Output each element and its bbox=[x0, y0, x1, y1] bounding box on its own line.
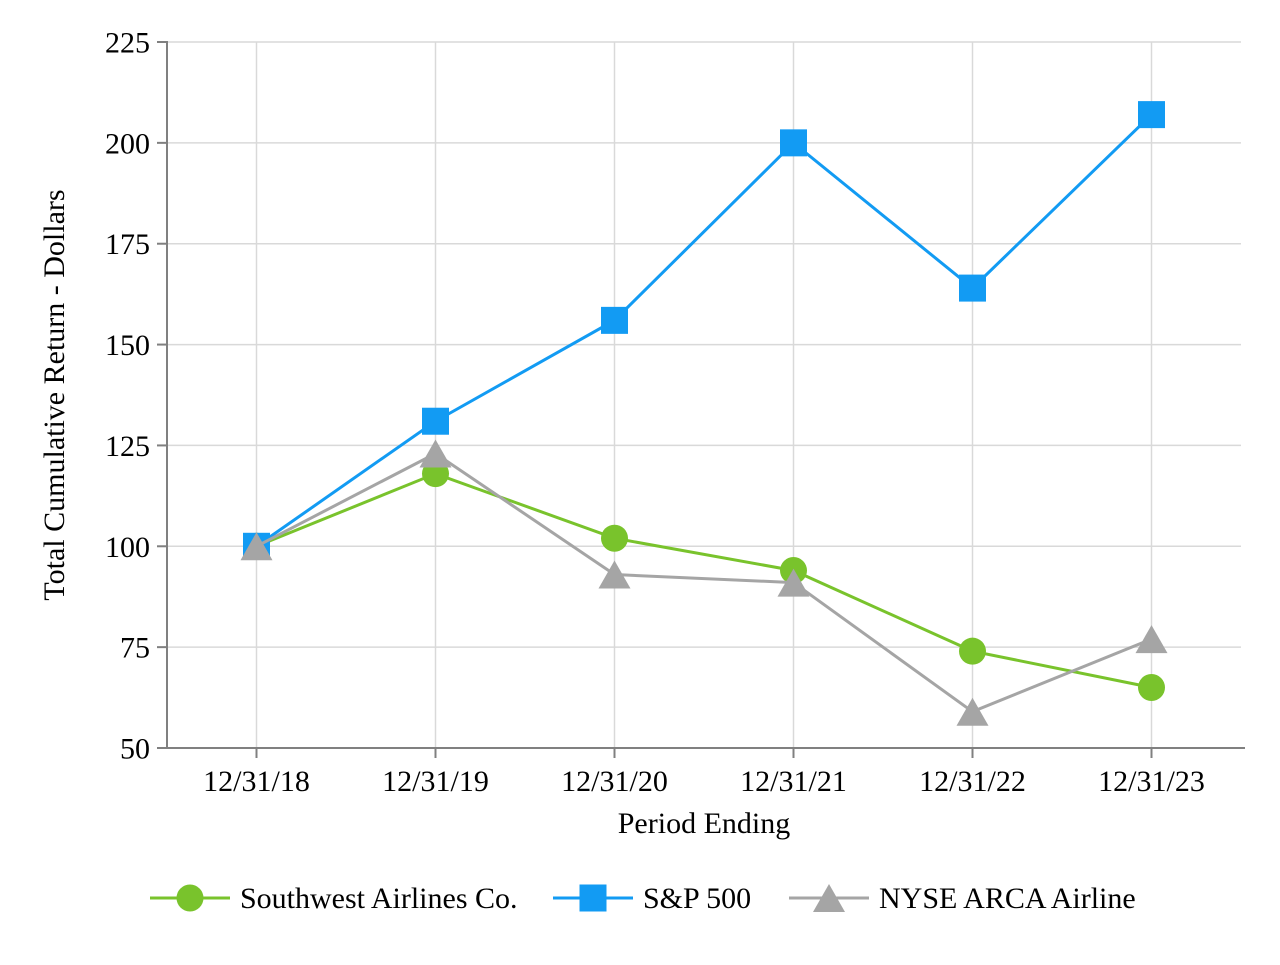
x-tick-label: 12/31/20 bbox=[561, 765, 668, 798]
y-axis-title: Total Cumulative Return - Dollars bbox=[38, 189, 71, 600]
series-nyse-arca-airline-point-0 bbox=[240, 532, 273, 561]
x-tick-label: 12/31/18 bbox=[203, 765, 310, 798]
legend-item-southwest-airlines-co: Southwest Airlines Co. bbox=[150, 882, 518, 915]
series-s-p-500-point-1 bbox=[422, 407, 449, 435]
legend-item-nyse-arca-airline: NYSE ARCA Airline bbox=[789, 882, 1136, 915]
series-s-p-500-point-5 bbox=[1138, 101, 1165, 129]
tick-labels: 50 75 100 125 150 175 200 225 12/31/18 12/31/19 12… bbox=[105, 27, 1205, 799]
series-southwest-airlines-co bbox=[243, 460, 1165, 701]
y-tick-label: 125 bbox=[105, 430, 150, 463]
y-tick-label: 225 bbox=[105, 27, 150, 60]
legend: Southwest Airlines Co. S&P 500 NYSE ARCA A… bbox=[150, 882, 1136, 915]
series-nyse-arca-airline-point-1 bbox=[419, 439, 452, 468]
series-nyse-arca-airline bbox=[240, 439, 1168, 726]
x-tick-label: 12/31/19 bbox=[382, 765, 489, 798]
x-tick-label: 12/31/22 bbox=[919, 765, 1026, 798]
axes bbox=[157, 41, 1245, 758]
x-tick-label: 12/31/21 bbox=[740, 765, 847, 798]
series-nyse-arca-airline-line bbox=[255, 451, 1153, 714]
square-marker-icon bbox=[579, 884, 607, 912]
x-axis-title: Period Ending bbox=[618, 807, 791, 840]
series-southwest-airlines-co-line bbox=[255, 472, 1152, 689]
gridlines bbox=[167, 41, 1241, 748]
y-tick-label: 175 bbox=[105, 228, 150, 261]
series-nyse-arca-airline-point-5 bbox=[1135, 625, 1168, 654]
series-s-p-500-point-2 bbox=[601, 306, 628, 334]
data-series bbox=[240, 101, 1168, 726]
y-tick-label: 100 bbox=[105, 531, 150, 564]
series-southwest-airlines-co-point-4 bbox=[959, 637, 986, 665]
series-s-p-500 bbox=[243, 101, 1165, 560]
y-tick-label: 75 bbox=[120, 632, 150, 665]
y-tick-label: 200 bbox=[105, 127, 150, 160]
y-tick-label: 50 bbox=[120, 733, 150, 766]
circle-marker-icon bbox=[176, 884, 204, 912]
series-s-p-500-line bbox=[255, 113, 1153, 548]
x-tick-label: 12/31/23 bbox=[1098, 765, 1205, 798]
legend-label: NYSE ARCA Airline bbox=[879, 882, 1136, 915]
series-s-p-500-point-3 bbox=[780, 129, 807, 157]
series-nyse-arca-airline-point-2 bbox=[598, 560, 631, 589]
legend-label: Southwest Airlines Co. bbox=[240, 882, 518, 915]
series-nyse-arca-airline-point-4 bbox=[956, 697, 989, 726]
series-southwest-airlines-co-point-5 bbox=[1138, 673, 1165, 701]
y-tick-label: 150 bbox=[105, 329, 150, 362]
series-southwest-airlines-co-point-2 bbox=[601, 524, 628, 552]
triangle-marker-icon bbox=[813, 884, 845, 912]
series-nyse-arca-airline-point-3 bbox=[777, 568, 810, 597]
legend-item-s-p-500: S&P 500 bbox=[553, 882, 751, 915]
series-s-p-500-point-4 bbox=[959, 274, 986, 302]
legend-label: S&P 500 bbox=[643, 882, 751, 915]
